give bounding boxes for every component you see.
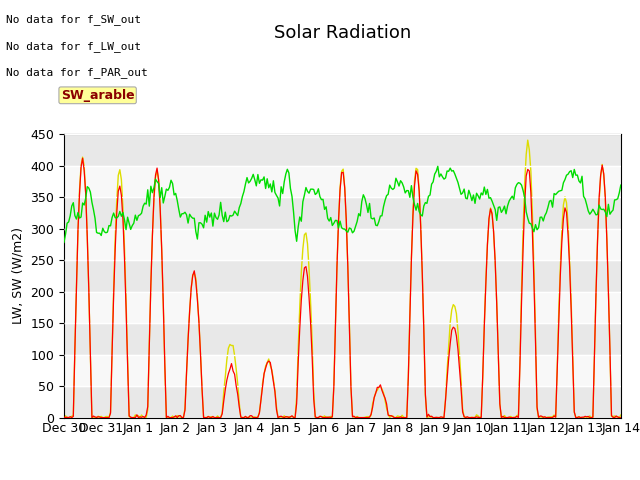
SW_in xyxy=(61,415,69,420)
LW_in xyxy=(60,240,68,245)
SW_in xyxy=(589,414,596,420)
PAR_in xyxy=(129,415,136,420)
Text: No data for f_PAR_out: No data for f_PAR_out xyxy=(6,67,148,78)
SW_in xyxy=(617,415,625,420)
Text: No data for f_LW_out: No data for f_LW_out xyxy=(6,41,141,52)
PAR_in xyxy=(254,415,262,420)
PAR_in xyxy=(524,137,532,143)
SW_in xyxy=(307,320,314,325)
SW_in xyxy=(248,413,255,419)
PAR_in xyxy=(60,415,68,420)
Text: Solar Radiation: Solar Radiation xyxy=(274,24,411,42)
PAR_in xyxy=(244,414,252,420)
SW_in xyxy=(79,156,86,161)
LW_in xyxy=(129,223,136,228)
Bar xyxy=(64,166,621,197)
Text: No data for f_SW_out: No data for f_SW_out xyxy=(6,14,141,25)
Bar xyxy=(64,229,621,260)
PAR_in xyxy=(588,415,595,420)
LW_in xyxy=(303,189,311,194)
PAR_in xyxy=(303,241,311,247)
LW_in xyxy=(434,163,442,169)
PAR_in xyxy=(226,342,234,348)
Y-axis label: LW, SW (W/m2): LW, SW (W/m2) xyxy=(12,228,25,324)
LW_in xyxy=(226,213,234,218)
Line: PAR_in: PAR_in xyxy=(64,140,621,418)
SW_in xyxy=(131,415,139,420)
Bar xyxy=(64,355,621,386)
LW_in xyxy=(244,180,252,186)
Line: SW_in: SW_in xyxy=(64,158,621,418)
PAR_in xyxy=(617,412,625,418)
Bar xyxy=(64,292,621,323)
LW_in xyxy=(588,209,595,215)
LW_in xyxy=(617,182,625,188)
Legend: SW_in, LW_in, PAR_in: SW_in, LW_in, PAR_in xyxy=(193,476,492,480)
Line: LW_in: LW_in xyxy=(64,166,621,242)
SW_in xyxy=(60,414,68,420)
SW_in xyxy=(229,368,237,374)
LW_in xyxy=(254,172,262,178)
Text: SW_arable: SW_arable xyxy=(61,89,134,102)
SW_in xyxy=(257,397,265,403)
